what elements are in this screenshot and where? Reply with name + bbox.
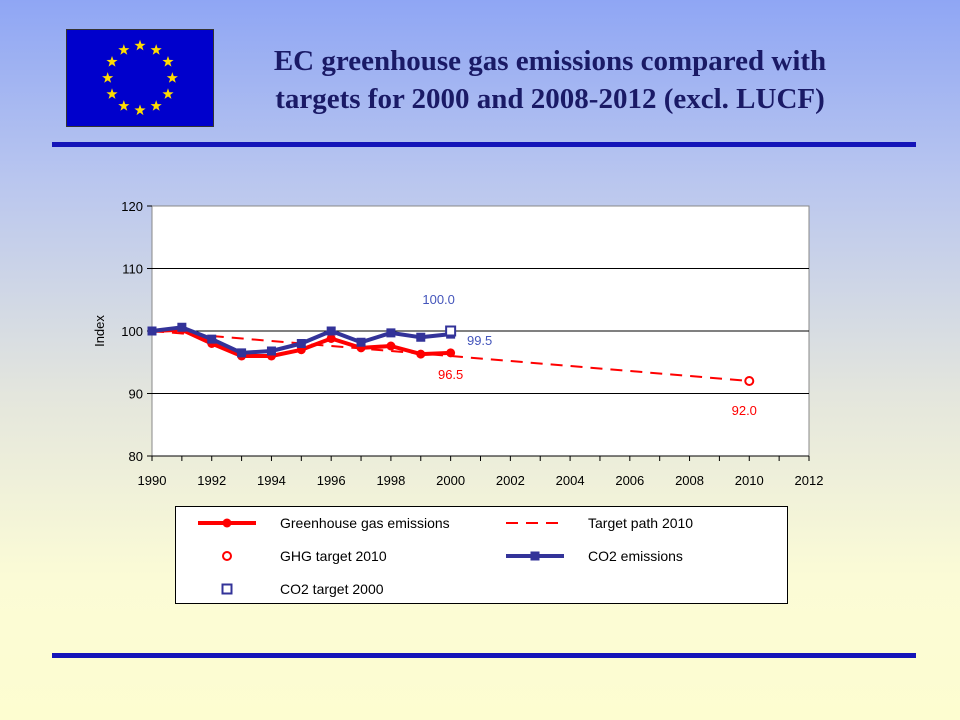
x-tick-label: 2008 — [675, 473, 704, 488]
flag-star-icon — [118, 100, 130, 111]
y-tick-label: 80 — [129, 449, 143, 464]
data-point — [237, 348, 247, 358]
data-point — [356, 337, 366, 347]
gridlines — [152, 268, 809, 394]
flag-star-icon — [166, 72, 178, 83]
y-axis: 80 90 100 110 120 — [121, 199, 152, 464]
legend-swatch — [506, 522, 564, 524]
y-tick-label: 110 — [122, 262, 143, 277]
data-point — [296, 339, 306, 348]
series-layer — [147, 322, 755, 386]
flag-star-icon — [118, 44, 130, 55]
data-point — [326, 334, 336, 343]
data-point — [326, 326, 336, 336]
x-tick-label: 1990 — [138, 473, 167, 488]
flag-star-icon — [106, 88, 118, 99]
x-tick-label: 2002 — [496, 473, 525, 488]
data-point — [177, 322, 187, 332]
data-label: 96.5 — [438, 367, 463, 382]
x-tick-label: 2006 — [615, 473, 644, 488]
series-ghg-target-2010 — [744, 376, 755, 386]
flag-star-icon — [162, 88, 174, 99]
flag-star-icon — [106, 55, 118, 67]
legend-label: GHG target 2010 — [280, 548, 387, 564]
data-label: 100.0 — [422, 292, 455, 307]
flag-star-icon — [150, 100, 162, 111]
page-title: EC greenhouse gas emissions compared wit… — [220, 42, 880, 118]
y-tick-label: 100 — [121, 324, 143, 339]
data-point — [744, 376, 755, 386]
x-tick-label: 2004 — [556, 473, 585, 488]
flag-star-icon — [134, 39, 146, 51]
data-point — [386, 341, 396, 351]
x-tick-label: 2010 — [735, 473, 764, 488]
legend-label: CO2 target 2000 — [280, 581, 384, 597]
data-point — [266, 346, 276, 356]
flag-star-icon — [162, 55, 174, 67]
data-point — [207, 334, 217, 344]
title-line-2: targets for 2000 and 2008-2012 (excl. LU… — [275, 83, 825, 115]
title-line-1: EC greenhouse gas emissions compared wit… — [273, 45, 827, 77]
legend-label: Target path 2010 — [588, 515, 694, 531]
data-point — [446, 348, 456, 358]
top-divider — [52, 142, 916, 147]
flag-star-icon — [150, 44, 162, 55]
data-label: 92.0 — [732, 403, 757, 418]
x-tick-label: 2000 — [436, 473, 465, 488]
annotations-layer: 100.0 99.5 96.5 92.0 — [422, 292, 757, 418]
x-axis: 1990 1992 1994 1996 1998 2000 2002 2004 2006 2008… — [138, 455, 824, 488]
legend-item: GHG target 2010 — [196, 546, 387, 566]
legend-label: Greenhouse gas emissions — [280, 515, 450, 531]
legend-swatch — [222, 551, 232, 561]
data-point — [416, 332, 426, 342]
chart-legend: Greenhouse gas emissions Target path 2010… — [175, 506, 788, 604]
legend-swatch — [221, 583, 233, 595]
flag-star-icon — [134, 104, 146, 116]
data-point — [386, 328, 396, 338]
series-co2-target-2000 — [445, 325, 457, 337]
x-tick-label: 1998 — [376, 473, 405, 488]
x-tick-label: 2012 — [795, 473, 824, 488]
legend-item: CO2 target 2000 — [196, 579, 384, 599]
legend-swatch — [506, 551, 564, 561]
x-tick-label: 1992 — [197, 473, 226, 488]
x-tick-label: 1996 — [317, 473, 346, 488]
legend-label: CO2 emissions — [588, 548, 683, 564]
x-tick-label: 1994 — [257, 473, 286, 488]
eu-flag-icon — [66, 29, 214, 127]
bottom-divider — [52, 653, 916, 658]
legend-item: Target path 2010 — [504, 513, 693, 533]
legend-swatch — [198, 518, 256, 528]
flag-star-icon — [102, 72, 114, 83]
legend-item: CO2 emissions — [504, 546, 683, 566]
y-tick-label: 90 — [129, 387, 143, 402]
legend-item: Greenhouse gas emissions — [196, 513, 450, 533]
y-tick-label: 120 — [121, 199, 143, 214]
data-label: 99.5 — [467, 333, 492, 348]
y-axis-label: Index — [92, 315, 107, 347]
data-point — [147, 326, 157, 336]
data-point — [445, 325, 457, 337]
